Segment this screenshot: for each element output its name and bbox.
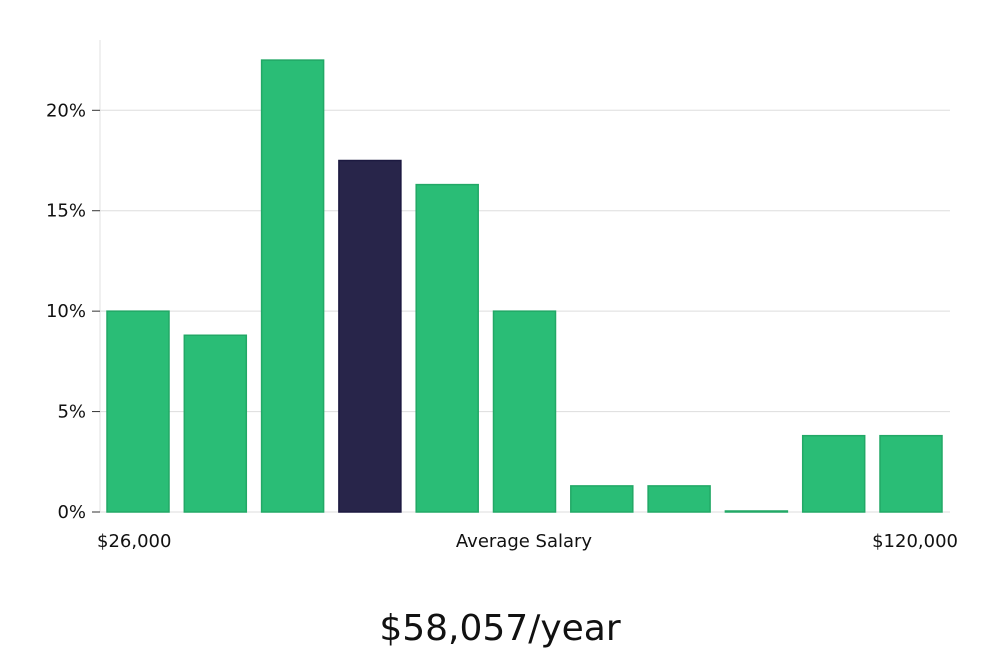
- y-ticks: 0% 5% 10% 15% 20%: [46, 100, 100, 523]
- x-min-label: $26,000: [97, 531, 171, 552]
- average-salary-value: $58,057/year: [379, 608, 621, 649]
- x-max-label: $120,000: [872, 531, 958, 552]
- bar: [570, 485, 634, 513]
- bars: [106, 59, 943, 513]
- bar: [415, 183, 479, 513]
- y-tick-label: 10%: [46, 301, 86, 322]
- y-tick-label: 5%: [57, 402, 86, 423]
- bar: [106, 310, 170, 513]
- salary-histogram: 0% 5% 10% 15% 20% $26,000 Average Salary $12…: [46, 40, 958, 552]
- bar: [724, 510, 789, 513]
- bar: [647, 485, 711, 513]
- bar: [801, 434, 866, 513]
- bar-highlighted: [338, 159, 402, 513]
- x-axis-label: Average Salary: [456, 531, 593, 552]
- y-tick-label: 0%: [57, 502, 86, 523]
- bar: [260, 59, 325, 513]
- bar: [492, 310, 557, 513]
- bar: [879, 434, 943, 513]
- y-tick-label: 20%: [46, 100, 86, 121]
- bar: [183, 334, 248, 513]
- y-tick-label: 15%: [46, 201, 86, 222]
